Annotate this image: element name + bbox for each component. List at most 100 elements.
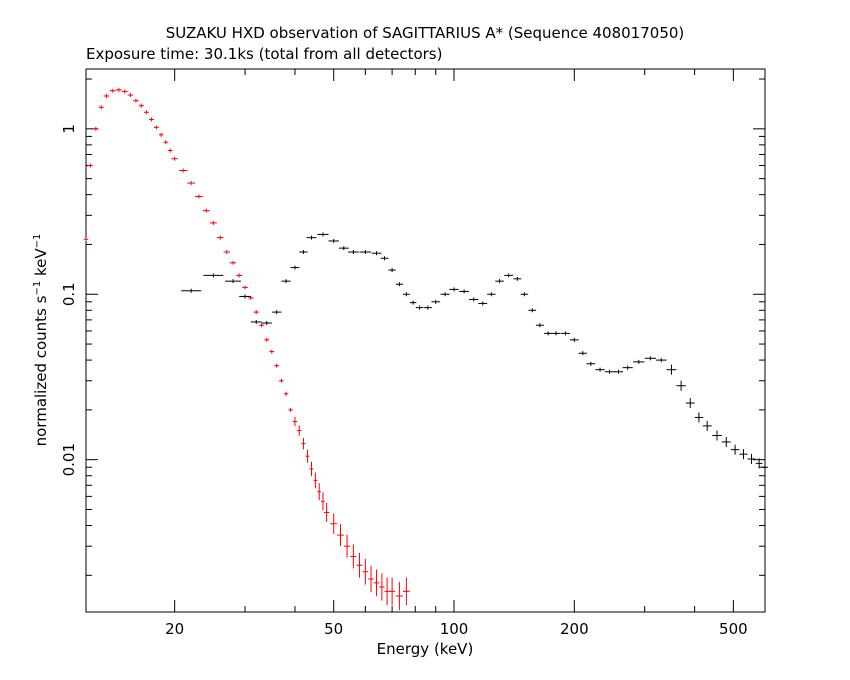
data-point (187, 181, 196, 186)
data-point (702, 420, 712, 431)
data-point (379, 573, 385, 601)
data-point (449, 287, 459, 292)
data-point (586, 361, 596, 366)
data-point (685, 398, 695, 409)
data-point (469, 297, 479, 302)
data-point (755, 458, 763, 469)
data-point (747, 453, 756, 464)
data-point (274, 363, 280, 368)
data-point (127, 93, 134, 98)
x-tick-label: 100 (440, 620, 469, 638)
data-point (250, 319, 262, 324)
data-point (168, 148, 173, 153)
data-point (423, 305, 432, 310)
data-point (279, 378, 284, 383)
data-point (528, 308, 537, 313)
data-point (513, 276, 522, 281)
data-point (292, 416, 298, 427)
x-tick-label: 200 (560, 620, 589, 638)
x-tick-label: 20 (165, 620, 184, 638)
data-point (313, 472, 318, 489)
data-point (153, 125, 159, 130)
data-point (103, 93, 110, 98)
data-point (388, 268, 396, 273)
data-point (158, 132, 164, 137)
data-series (83, 87, 768, 611)
data-point (264, 337, 270, 342)
data-point (163, 140, 169, 145)
data-point (402, 292, 410, 297)
data-point (178, 168, 188, 173)
data-point (440, 292, 450, 297)
data-point (739, 449, 748, 460)
data-point (613, 369, 624, 374)
data-point (487, 292, 496, 297)
data-point (288, 407, 293, 412)
data-point (544, 331, 553, 336)
data-point (359, 250, 372, 255)
data-point (149, 117, 154, 122)
data-point (297, 425, 302, 436)
x-tick-label: 500 (719, 620, 748, 638)
series-red (83, 87, 410, 611)
data-point (301, 437, 306, 450)
data-point (478, 301, 488, 306)
data-point (551, 331, 561, 336)
data-point (321, 492, 325, 511)
data-point (202, 208, 210, 213)
data-point (338, 246, 349, 251)
data-point (223, 250, 230, 255)
data-point (495, 279, 504, 284)
data-point (402, 577, 410, 606)
data-point (328, 238, 339, 243)
data-point (604, 369, 615, 374)
data-point (395, 581, 403, 611)
data-point (721, 436, 731, 447)
plot-frame (85, 68, 766, 613)
data-point (762, 462, 768, 473)
data-point (415, 305, 424, 310)
y-tick-label: 0.1 (60, 282, 78, 306)
data-point (317, 232, 329, 237)
data-point (306, 235, 317, 240)
data-point (216, 235, 224, 240)
data-point (209, 220, 217, 225)
data-point (520, 292, 529, 297)
data-point (195, 194, 203, 199)
chart-subtitle: Exposure time: 30.1ks (total from all de… (86, 45, 442, 63)
data-point (133, 98, 139, 103)
data-point (595, 367, 605, 372)
data-point (83, 237, 89, 242)
data-point (655, 358, 667, 363)
data-point (384, 577, 390, 606)
data-point (330, 513, 338, 534)
data-point (337, 524, 344, 546)
data-point (283, 391, 289, 396)
data-point (229, 260, 237, 265)
data-point (305, 449, 310, 463)
data-point (225, 279, 241, 284)
data-point (242, 285, 248, 290)
data-point (347, 250, 359, 255)
data-point (87, 163, 93, 168)
data-point (362, 558, 369, 585)
data-point (730, 444, 740, 455)
data-point (459, 289, 470, 294)
data-point (373, 569, 380, 597)
data-point (371, 251, 382, 256)
y-tick-label: 0.01 (60, 443, 78, 476)
data-point (271, 310, 282, 315)
x-tick-label: 50 (324, 620, 343, 638)
y-axis-label: normalized counts s−1 keV−1 (32, 234, 50, 447)
x-tick-labels: 20 50 100 200 500 (165, 620, 748, 638)
data-point (350, 544, 357, 569)
data-point (143, 110, 150, 115)
data-point (644, 356, 656, 361)
data-point (694, 412, 704, 423)
data-point (93, 126, 99, 131)
data-point (578, 351, 587, 356)
data-point (121, 89, 128, 94)
data-point (236, 273, 243, 278)
y-tick-labels: 0.01 0.1 1 (60, 124, 78, 476)
